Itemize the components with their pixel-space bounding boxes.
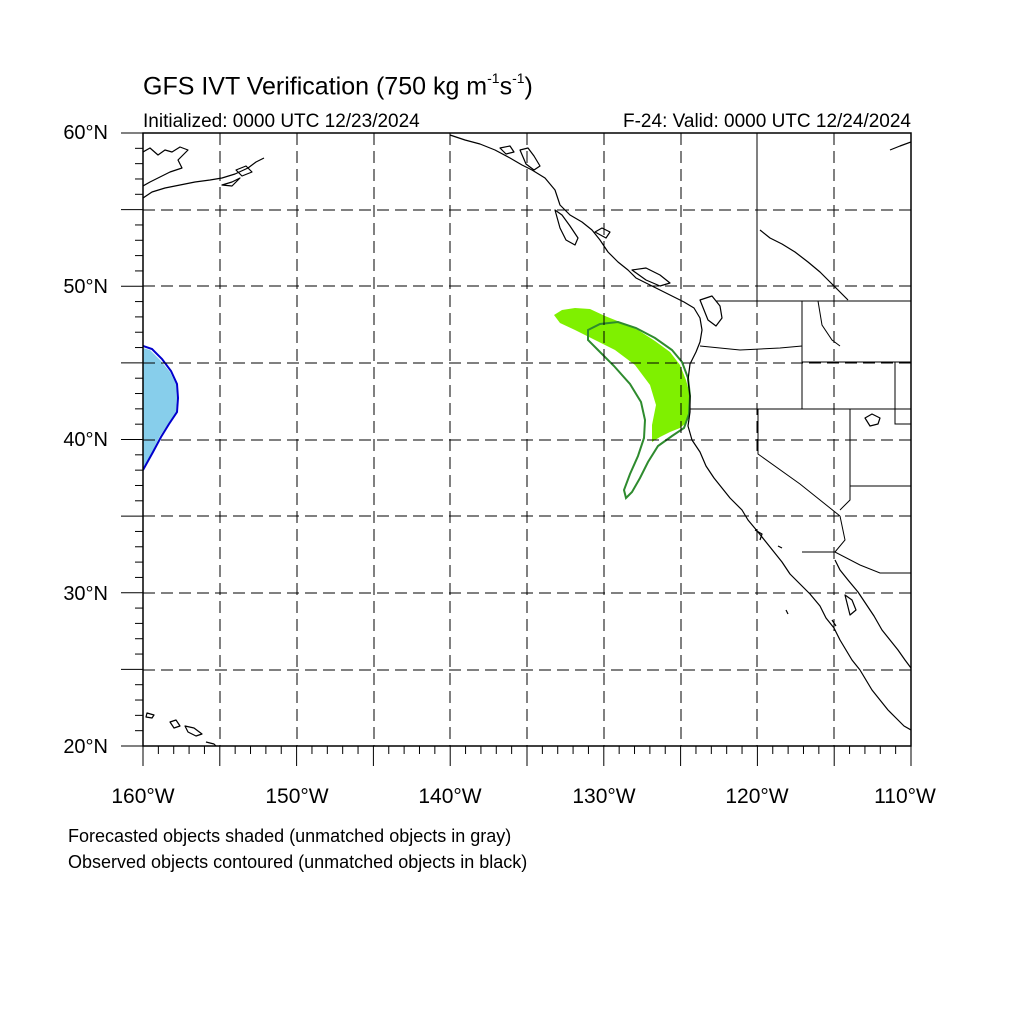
lon-label-160w: 160°W — [111, 785, 175, 808]
forecast-object-ar — [554, 308, 690, 442]
borders — [690, 133, 911, 574]
graticule — [143, 133, 911, 746]
lat-label-50n: 50°N — [63, 276, 108, 298]
lon-label-130w: 130°W — [572, 785, 636, 808]
note-forecast: Forecasted objects shaded (unmatched obj… — [68, 826, 512, 846]
initialized-time: Initialized: 0000 UTC 12/23/2024 — [143, 111, 420, 132]
lat-label-60n: 60°N — [63, 122, 108, 144]
observed-object-west — [143, 345, 180, 471]
lon-label-120w: 120°W — [725, 785, 789, 808]
note-observed: Observed objects contoured (unmatched ob… — [68, 852, 528, 872]
axis-ticks — [121, 132, 912, 766]
lon-label-150w: 150°W — [265, 785, 329, 808]
valid-time: F-24: Valid: 0000 UTC 12/24/2024 — [623, 111, 911, 132]
lat-label-40n: 40°N — [63, 429, 108, 451]
forecast-object-west — [143, 348, 177, 470]
lat-label-20n: 20°N — [63, 736, 108, 758]
lon-label-110w: 110°W — [874, 785, 936, 808]
lon-label-140w: 140°W — [418, 785, 482, 808]
observed-object-ar — [587, 320, 692, 500]
map-title: GFS IVT Verification (750 kg m-1s-1) — [143, 70, 533, 101]
lat-label-30n: 30°N — [63, 583, 108, 605]
